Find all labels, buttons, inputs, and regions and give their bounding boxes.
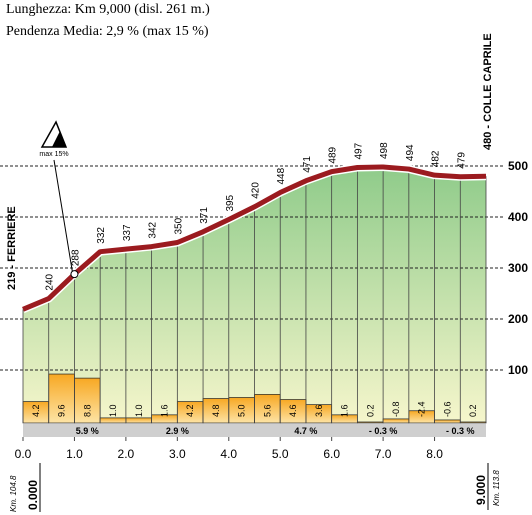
length-info: Lunghezza: Km 9,000 (disl. 261 m.) bbox=[6, 2, 210, 17]
grade-label: -0.8 bbox=[391, 401, 401, 417]
average-label: - 0.3 % bbox=[446, 426, 475, 436]
elevation-label: 332 bbox=[96, 227, 107, 244]
grade-label: 4.8 bbox=[211, 404, 221, 417]
grade-label: 0.2 bbox=[468, 404, 478, 417]
y-tick-label: 100 bbox=[508, 363, 528, 377]
grade-label: 5.0 bbox=[237, 404, 247, 417]
elevation-label: 288 bbox=[70, 249, 81, 266]
start-km: 0.000 bbox=[26, 480, 40, 510]
elevation-label: 337 bbox=[122, 224, 133, 241]
average-label: - 0.3 % bbox=[369, 426, 398, 436]
grade-label: 1.0 bbox=[108, 404, 118, 417]
grade-label: 1.0 bbox=[134, 404, 144, 417]
grade-label: 0.2 bbox=[365, 404, 375, 417]
x-tick-label: 0.0 bbox=[15, 447, 32, 461]
grade-label: 4.2 bbox=[31, 404, 41, 417]
max-grade-label: max 15% bbox=[39, 151, 68, 158]
elevation-label: 342 bbox=[148, 221, 159, 238]
x-tick-label: 3.0 bbox=[169, 447, 186, 461]
profile-line bbox=[22, 164, 487, 312]
x-tick-label: 7.0 bbox=[375, 447, 392, 461]
grade-label: -2.4 bbox=[417, 401, 427, 417]
y-tick-label: 300 bbox=[508, 261, 528, 275]
elevation-label: 471 bbox=[302, 156, 313, 173]
elevation-label: 371 bbox=[199, 207, 210, 224]
grade-bar bbox=[434, 419, 461, 424]
x-tick-label: 2.0 bbox=[118, 447, 135, 461]
y-tick-label: 400 bbox=[508, 210, 528, 224]
grade-label: 8.8 bbox=[82, 404, 92, 417]
average-label: 2.9 % bbox=[166, 426, 189, 436]
elevation-label: 240 bbox=[45, 273, 56, 290]
average-label: 4.7 % bbox=[294, 426, 317, 436]
plot: 100 200 300 400 500 4.2 9.6 8.8 1.0 1.0 1.6 4.2 4.8 5… bbox=[0, 33, 528, 512]
grade-label: -0.6 bbox=[442, 401, 452, 417]
grade-bar bbox=[459, 421, 487, 424]
elevation-label: 420 bbox=[251, 182, 262, 199]
grade-point bbox=[70, 270, 79, 279]
grade-label: 5.6 bbox=[262, 404, 272, 417]
elevation-label: 489 bbox=[328, 146, 339, 163]
grade-label: 1.6 bbox=[340, 404, 350, 417]
grade-bar bbox=[74, 377, 101, 424]
grade-pointer bbox=[53, 159, 73, 273]
start-ref: Km. 104.8 bbox=[9, 475, 18, 512]
x-tick-label: 6.0 bbox=[323, 447, 340, 461]
average-label: 5.9 % bbox=[76, 426, 99, 436]
grade-label: 4.6 bbox=[288, 404, 298, 417]
elevation-label: 448 bbox=[276, 167, 287, 184]
elevation-label: 395 bbox=[225, 194, 236, 211]
grade-bar bbox=[254, 394, 281, 424]
y-tick-label: 200 bbox=[508, 312, 528, 326]
grade-bar bbox=[357, 421, 384, 424]
x-tick-label: 8.0 bbox=[426, 447, 443, 461]
end-ref: Km. 113.8 bbox=[492, 470, 501, 506]
grade-bar bbox=[99, 417, 127, 424]
grade-label: 4.2 bbox=[185, 404, 195, 417]
grade-bar bbox=[125, 417, 152, 424]
grade-bar bbox=[382, 418, 410, 424]
y-tick-label: 500 bbox=[508, 159, 528, 173]
average-band bbox=[23, 424, 486, 437]
x-tick-label: 5.0 bbox=[272, 447, 289, 461]
elevation-label: 498 bbox=[379, 142, 390, 159]
end-km: 9.000 bbox=[474, 475, 488, 505]
x-tick-label: 4.0 bbox=[220, 447, 237, 461]
grade-label: 9.6 bbox=[57, 404, 67, 417]
end-label: 480 - COLLE CAPRILE bbox=[482, 33, 494, 150]
elevation-label: 494 bbox=[405, 144, 416, 161]
elevation-label: 482 bbox=[431, 150, 442, 167]
x-tick-label: 1.0 bbox=[66, 447, 83, 461]
grade-label: 1.6 bbox=[159, 404, 169, 417]
elevation-label: 497 bbox=[353, 142, 364, 159]
slope-info: Pendenza Media: 2,9 % (max 15 %) bbox=[6, 24, 209, 39]
elevation-label: 479 bbox=[456, 152, 467, 169]
grade-icon-fill bbox=[52, 131, 66, 147]
elevation-label: 350 bbox=[173, 217, 184, 234]
start-label: 219 - FERRIERE bbox=[6, 206, 18, 290]
grade-label: 3.6 bbox=[314, 404, 324, 417]
